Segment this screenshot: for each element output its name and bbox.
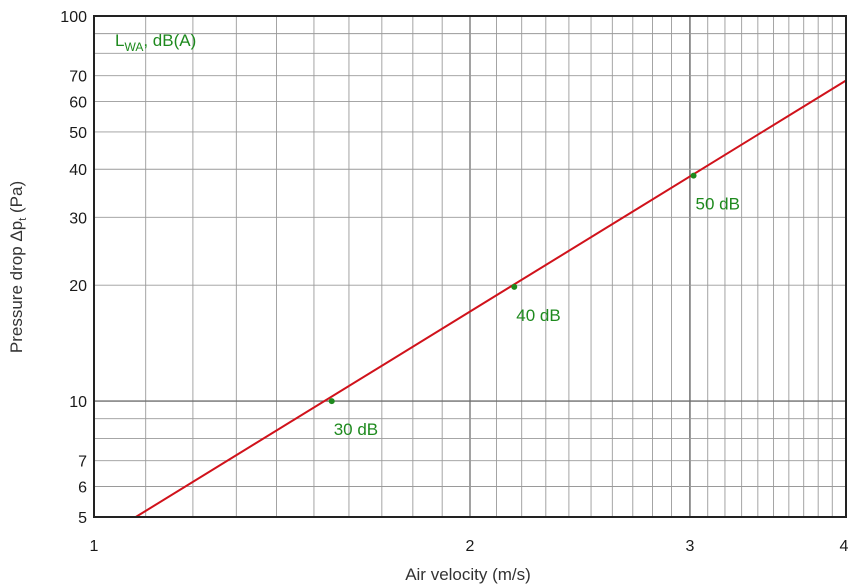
y-tick-label: 20: [69, 278, 87, 295]
grid-lines: [94, 16, 846, 517]
data-point: [690, 172, 697, 179]
legend-label: LWA, dB(A): [115, 31, 196, 54]
data-point-label: 50 dB: [696, 195, 740, 214]
x-tick-label: 1: [90, 538, 99, 555]
y-tick-label: 7: [78, 454, 87, 471]
data-point-label: 30 dB: [334, 420, 378, 439]
series-line: [135, 79, 847, 518]
y-tick-label: 6: [78, 480, 87, 497]
y-tick-label: 100: [60, 9, 87, 26]
y-tick-label: 10: [69, 394, 87, 411]
y-tick-label: 30: [69, 210, 87, 227]
y-tick-label: 70: [69, 69, 87, 86]
legend-label-rest: , dB(A): [143, 31, 196, 50]
data-points-layer: 30 dB 40 dB 50 dB: [328, 172, 740, 439]
legend-label-sub: WA: [124, 40, 143, 54]
x-tick-label: 2: [466, 538, 475, 555]
plot-frame: [93, 15, 847, 518]
y-axis-title-sub: t: [17, 218, 29, 221]
data-point-label: 40 dB: [516, 306, 560, 325]
series-line-layer: [135, 79, 847, 518]
y-axis-title-main: Pressure drop Δp: [7, 221, 26, 353]
y-tick-label: 40: [69, 162, 87, 179]
tick-labels: 1 2 3 4 5 6 7 10 20 30 40 50 60 70 100: [60, 9, 848, 555]
y-axis-title-end: (Pa): [7, 181, 26, 218]
y-tick-label: 60: [69, 94, 87, 111]
x-tick-label: 4: [840, 538, 849, 555]
x-tick-label: 3: [685, 538, 694, 555]
y-tick-label: 50: [69, 125, 87, 142]
y-tick-label: 5: [78, 510, 87, 527]
data-point: [511, 283, 518, 290]
legend-label-main: L: [115, 31, 124, 50]
x-axis-title: Air velocity (m/s): [405, 565, 531, 584]
data-point: [328, 398, 335, 405]
y-axis-title: Pressure drop Δpt (Pa): [7, 181, 29, 353]
